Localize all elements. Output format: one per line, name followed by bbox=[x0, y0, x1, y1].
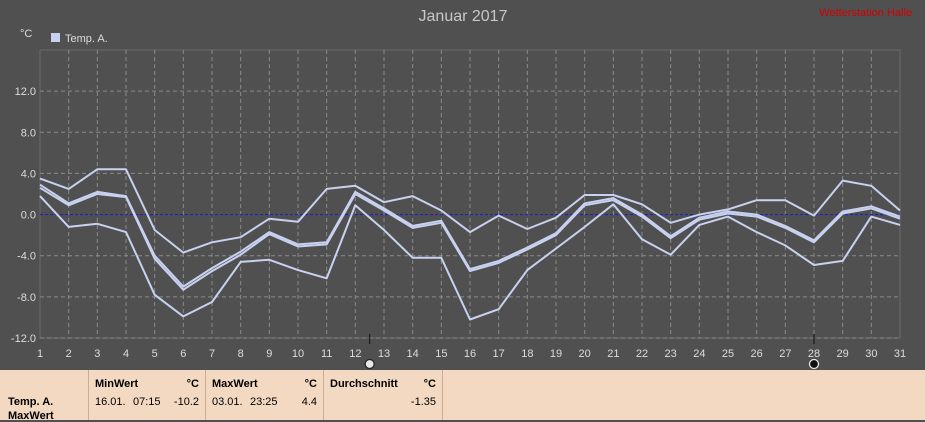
y-tick-label: -4.0 bbox=[17, 251, 36, 263]
temperature-chart: Januar 2017 Wetterstation Halle °C Temp.… bbox=[11, 7, 912, 370]
x-tick-label: 21 bbox=[607, 348, 619, 360]
series-max-line bbox=[39, 168, 901, 254]
row-label-temp: Temp. A. bbox=[8, 396, 54, 408]
y-tick-label: -8.0 bbox=[17, 292, 36, 304]
x-tick-label: 22 bbox=[636, 348, 648, 360]
row-label-max: MaxWert bbox=[8, 410, 54, 422]
x-tick-label: 18 bbox=[521, 348, 533, 360]
min-time: 07:15 bbox=[133, 396, 161, 408]
min-value: -10.2 bbox=[173, 396, 199, 408]
x-tick-label: 26 bbox=[751, 348, 763, 360]
x-tick-label: 8 bbox=[238, 348, 244, 360]
max-cell: MaxWert °C 03.01. 23:25 4.4 bbox=[205, 370, 323, 420]
max-header: MaxWert bbox=[212, 378, 258, 390]
y-axis-unit: °C bbox=[20, 28, 32, 40]
x-tick-label: 27 bbox=[779, 348, 791, 360]
x-tick-label: 29 bbox=[837, 348, 849, 360]
moon-full-icon bbox=[364, 358, 375, 370]
x-tick-label: 30 bbox=[865, 348, 877, 360]
y-tick-label: 4.0 bbox=[21, 168, 36, 180]
x-tick-label: 5 bbox=[152, 348, 158, 360]
moon-new-icon bbox=[808, 358, 820, 370]
min-unit: °C bbox=[186, 378, 199, 390]
legend-swatch bbox=[51, 33, 60, 42]
y-tick-label: 0.0 bbox=[21, 210, 36, 222]
series-avg-b-line bbox=[39, 183, 901, 288]
min-header: MinWert bbox=[95, 378, 139, 390]
x-tick-label: 25 bbox=[722, 348, 734, 360]
max-value: 4.4 bbox=[301, 396, 317, 408]
x-tick-label: 28 bbox=[808, 348, 820, 360]
x-tick-label: 31 bbox=[894, 348, 906, 360]
x-tick-label: 4 bbox=[123, 348, 129, 360]
min-cell: MinWert °C 16.01. 07:15 -10.2 bbox=[88, 370, 205, 420]
x-tick-label: 9 bbox=[266, 348, 272, 360]
x-tick-label: 7 bbox=[209, 348, 215, 360]
x-tick-label: 17 bbox=[493, 348, 505, 360]
x-tick-label: 24 bbox=[693, 348, 705, 360]
station-watermark: Wetterstation Halle bbox=[819, 7, 912, 19]
x-axis: 1 2 3 4 5 6 7 8 9 10 11 12 13 14 15 16 17 18 19 20 21 22 23 24 2… bbox=[37, 348, 906, 360]
x-tick-label: 12 bbox=[349, 348, 361, 360]
x-tick-label: 19 bbox=[550, 348, 562, 360]
max-date: 03.01. bbox=[212, 396, 243, 408]
max-time: 23:25 bbox=[250, 396, 278, 408]
chart-title: Januar 2017 bbox=[419, 8, 508, 25]
y-tick-label: 12.0 bbox=[15, 86, 36, 98]
min-date: 16.01. bbox=[95, 396, 126, 408]
x-tick-label: 16 bbox=[464, 348, 476, 360]
y-axis: 12.0 8.0 4.0 0.0 -4.0 -8.0 -12.0 bbox=[11, 86, 36, 345]
legend-label: Temp. A. bbox=[65, 33, 108, 45]
grid bbox=[40, 50, 900, 339]
x-tick-label: 23 bbox=[665, 348, 677, 360]
x-tick-label: 20 bbox=[579, 348, 591, 360]
series-avg-line bbox=[39, 186, 901, 291]
avg-cell: Durchschnitt °C -1.35 bbox=[323, 370, 443, 420]
x-tick-label: 1 bbox=[37, 348, 43, 360]
series-min-line bbox=[39, 195, 901, 321]
avg-header: Durchschnitt bbox=[330, 378, 398, 390]
avg-unit: °C bbox=[423, 378, 436, 390]
moon-markers bbox=[364, 334, 820, 370]
x-tick-label: 11 bbox=[321, 348, 332, 360]
x-tick-label: 14 bbox=[407, 348, 419, 360]
y-tick-label: -12.0 bbox=[11, 333, 36, 345]
max-unit: °C bbox=[304, 378, 317, 390]
x-tick-label: 10 bbox=[292, 348, 304, 360]
x-tick-label: 3 bbox=[94, 348, 100, 360]
y-tick-label: 8.0 bbox=[21, 127, 36, 139]
avg-value: -1.35 bbox=[410, 396, 436, 408]
x-tick-label: 15 bbox=[435, 348, 447, 360]
series-group bbox=[39, 168, 901, 321]
x-tick-label: 13 bbox=[378, 348, 390, 360]
x-tick-label: 2 bbox=[66, 348, 72, 360]
x-tick-label: 6 bbox=[180, 348, 186, 360]
summary-panel: Temp. A. MaxWert MinWert °C 16.01. 07:15… bbox=[0, 370, 925, 422]
